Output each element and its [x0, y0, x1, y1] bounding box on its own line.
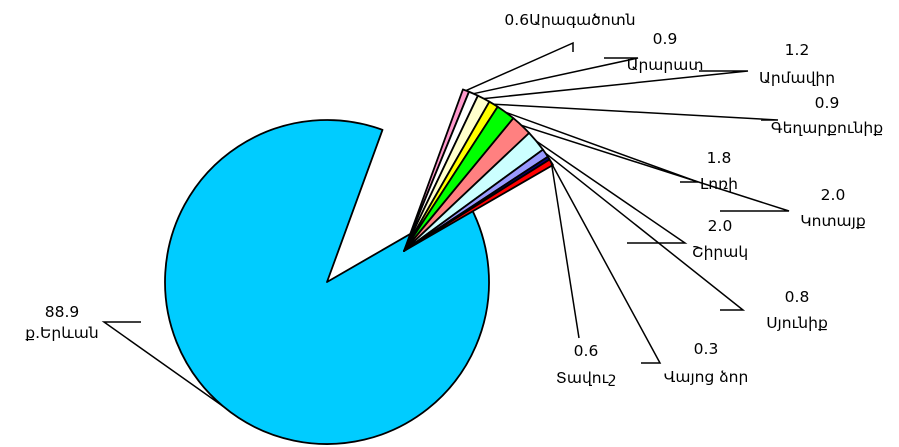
slice-label-2: 0.6Արագածոտն [504, 11, 635, 29]
leader-line-8 [535, 140, 688, 244]
leader-lines [101, 41, 790, 407]
slice-value-label-6: 1.8 [707, 149, 732, 167]
slice-name-label-1: ք.Երևան [25, 324, 98, 342]
slice-value-label-7: 2.0 [821, 186, 846, 204]
slice-value-label-8: 2.0 [708, 217, 733, 235]
leader-line-10 [548, 157, 662, 364]
slice-name-label-10: Վայոց ձոր [664, 368, 749, 386]
slice-name-label-11: Տավուշ [556, 369, 616, 387]
leader-line-1 [101, 321, 224, 407]
slice-value-label-5: 0.9 [815, 94, 840, 112]
slice-name-label-7: Կոտայք [800, 212, 865, 230]
leader-line-3 [473, 57, 639, 95]
slice-name-label-3: Արարատ [627, 56, 704, 74]
slice-labels: 88.9 ք.Երևան 0.6Արագածոտն 0.9 Արարատ 1.2 Արմավ… [25, 11, 883, 387]
slice-value-label-11: 0.6 [574, 342, 599, 360]
leader-line-11 [550, 162, 580, 339]
slice-value-label-9: 0.8 [785, 288, 810, 306]
slice-name-label-6: Լոռի [700, 175, 738, 193]
slice-name-label-4: Արմավիր [759, 69, 835, 87]
slice-name-label-9: Սյունիք [766, 314, 828, 332]
slice-value-label-10: 0.3 [694, 340, 719, 358]
slice-value-label-1: 88.9 [45, 303, 80, 321]
pie-slice-1 [164, 119, 490, 445]
slice-value-label-4: 1.2 [785, 41, 810, 59]
slice-name-label-5: Գեղարքունիք [771, 119, 883, 137]
leader-line-7 [521, 124, 790, 212]
leader-line-2 [465, 41, 574, 92]
slice-value-label-3: 0.9 [653, 30, 678, 48]
leader-line-4 [483, 70, 749, 100]
leader-line-5 [493, 103, 779, 121]
pie-slices [164, 88, 554, 445]
slice-name-label-8: Շիրակ [692, 243, 748, 261]
leader-line-9 [544, 152, 746, 311]
